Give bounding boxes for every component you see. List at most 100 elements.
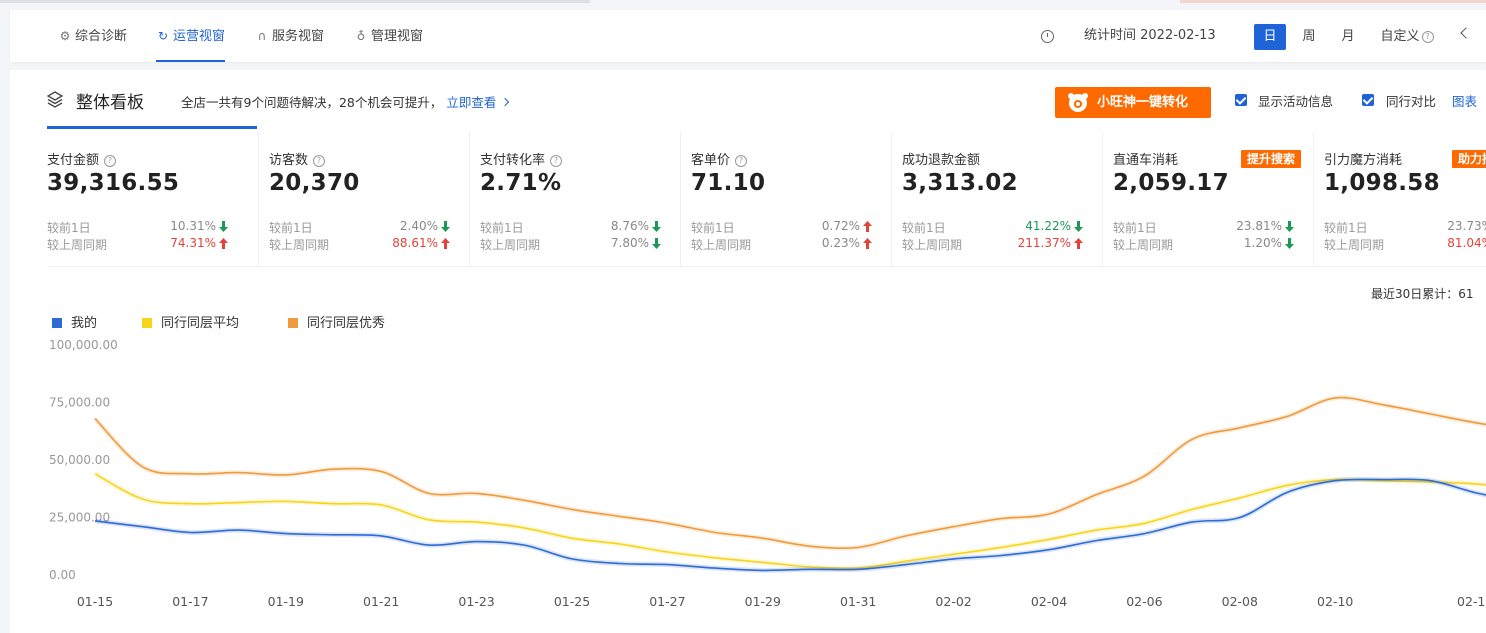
top-strip-red: [1180, 0, 1486, 3]
compare-percent: 0.23%: [821, 236, 860, 250]
compare-percent: 7.80%: [610, 236, 649, 250]
compare-last-week: 较上周同期 88.61%: [269, 236, 450, 252]
compare-last-week: 较上周同期 81.04%: [1324, 236, 1486, 252]
compare-label: 较上周同期: [691, 238, 752, 252]
y-tick-label: 75,000.00: [49, 396, 110, 410]
compare-percent: 23.81%: [1236, 219, 1282, 233]
compare-label: 较上周同期: [269, 238, 330, 252]
board-title: 整体看板: [76, 93, 144, 113]
x-tick-label: 01-15: [77, 594, 113, 609]
metric-label: 直通车消耗: [1113, 149, 1178, 168]
compare-percent: 23.73%: [1447, 219, 1486, 233]
y-tick-label: 0.00: [49, 568, 76, 582]
period-month-button[interactable]: 月: [1341, 29, 1355, 44]
tab-service-view[interactable]: ∩ 服务视窗: [255, 10, 324, 62]
compare-last-week: 较上周同期 1.20%: [1113, 236, 1294, 252]
metric-label: 支付转化率?: [480, 149, 563, 168]
compare-percent: 211.37%: [1017, 236, 1071, 250]
recent-30-days-total: 最近30日累计：61: [1371, 287, 1474, 301]
period-custom-button[interactable]: 自定义?: [1376, 24, 1438, 50]
metric-label-text: 支付金额: [47, 153, 100, 168]
x-tick-label: 01-23: [458, 594, 494, 609]
help-icon[interactable]: ?: [550, 155, 563, 167]
series-line-2[interactable]: [94, 396, 1486, 549]
peer-compare-checkbox[interactable]: [1362, 94, 1374, 106]
metric-value: 71.10: [691, 170, 766, 196]
help-icon[interactable]: ?: [104, 155, 117, 167]
compare-label: 较前1日: [691, 221, 735, 235]
tab-label: 服务视窗: [272, 29, 325, 44]
metric-card[interactable]: 访客数? 20,370 较前1日 2.40% 较上周同期 88.61%: [258, 132, 470, 266]
compare-label: 较上周同期: [47, 238, 108, 252]
y-tick-label: 50,000.00: [49, 453, 110, 467]
period-week-button[interactable]: 周: [1302, 29, 1316, 44]
metric-card[interactable]: 客单价? 71.10 较前1日 0.72% 较上周同期 0.23%: [680, 132, 892, 266]
headset-icon: ∩: [257, 29, 267, 43]
compare-prev-day: 较前1日 41.22%: [902, 219, 1083, 235]
metric-value: 3,313.02: [902, 170, 1018, 196]
x-tick-label: 01-17: [172, 594, 208, 609]
period-custom-label: 自定义: [1380, 29, 1420, 44]
compare-percent: 2.40%: [399, 219, 438, 233]
x-tick-label: 01-31: [840, 594, 876, 609]
metric-action-tag[interactable]: 提升搜索: [1241, 150, 1302, 168]
tab-label: 运营视窗: [173, 29, 226, 44]
metric-card[interactable]: 成功退款金额 3,313.02 较前1日 41.22% 较上周同期 211.37%: [891, 132, 1103, 266]
metric-label-text: 直通车消耗: [1113, 153, 1179, 168]
compare-prev-day: 较前1日 0.72%: [691, 219, 872, 235]
metric-label-text: 引力魔方消耗: [1324, 153, 1403, 168]
top-strip: [0, 0, 1486, 6]
view-now-link[interactable]: 立即查看: [446, 95, 497, 110]
compare-percent: 0.72%: [821, 219, 860, 233]
series-line-1[interactable]: [94, 473, 1486, 570]
tag-icon: ♁: [356, 29, 366, 43]
tab-comprehensive-diagnosis[interactable]: ⚙ 综合诊断: [58, 10, 127, 62]
compare-percent: 88.61%: [392, 236, 438, 250]
stat-time: 统计时间 2022-02-13: [1084, 28, 1216, 43]
arrow-up-icon: [1074, 238, 1083, 249]
series-line-0[interactable]: [94, 478, 1486, 572]
metric-card[interactable]: 引力魔方消耗 助力推 1,098.58 较前1日 23.73% 较上周同期 81.04%: [1313, 132, 1486, 266]
compare-percent: 8.76%: [610, 219, 649, 233]
metric-label-text: 客单价: [691, 153, 731, 168]
x-tick-label: 02-04: [1031, 594, 1067, 609]
metric-card[interactable]: 直通车消耗 提升搜索 2,059.17 较前1日 23.81% 较上周同期 1.20%: [1102, 132, 1314, 266]
y-tick-label: 100,000.00: [49, 338, 118, 352]
compare-label: 较上周同期: [480, 238, 541, 252]
xiaowang-convert-button[interactable]: 小旺神一键转化: [1055, 87, 1211, 118]
metric-card[interactable]: 支付转化率? 2.71% 较前1日 8.76% 较上周同期 7.80%: [469, 132, 681, 266]
help-icon[interactable]: ?: [735, 155, 748, 167]
legend-item-mine[interactable]: 我的: [52, 312, 98, 331]
help-icon[interactable]: ?: [313, 155, 326, 167]
compare-prev-day: 较前1日 10.31%: [47, 219, 228, 235]
chart-view-link[interactable]: 图表: [1452, 94, 1478, 109]
compare-label: 较前1日: [480, 221, 524, 235]
x-tick-label: 01-21: [363, 594, 399, 609]
arrow-down-icon: [219, 221, 228, 232]
compare-label: 较前1日: [47, 221, 91, 235]
gear-icon: ⚙: [59, 29, 71, 43]
compare-percent: 10.31%: [170, 219, 216, 233]
top-strip-gray: [0, 0, 590, 3]
x-tick-label: 01-29: [745, 594, 781, 609]
compare-last-week: 较上周同期 0.23%: [691, 236, 872, 252]
metric-card[interactable]: 支付金额? 39,316.55 较前1日 10.31% 较上周同期 74.31%: [47, 132, 258, 266]
show-activity-checkbox[interactable]: [1235, 94, 1247, 106]
period-day-button[interactable]: 日: [1254, 24, 1286, 50]
compare-prev-day: 较前1日 8.76%: [480, 219, 661, 235]
tab-operations-view[interactable]: ↻ 运营视窗: [156, 10, 226, 62]
legend-item-peer-best[interactable]: 同行同层优秀: [288, 312, 385, 331]
tab-management-view[interactable]: ♁ 管理视窗: [354, 10, 423, 62]
compare-label: 较前1日: [902, 221, 946, 235]
legend-label: 我的: [71, 316, 98, 331]
compare-prev-day: 较前1日 23.81%: [1113, 219, 1294, 235]
legend-item-peer-avg[interactable]: 同行同层平均: [142, 312, 239, 331]
x-tick-label: 02-06: [1126, 594, 1162, 609]
compare-percent: 1.20%: [1243, 236, 1282, 250]
metric-action-tag[interactable]: 助力推: [1452, 150, 1486, 168]
compare-label: 较前1日: [1113, 221, 1157, 235]
x-tick-label: 02-08: [1222, 594, 1258, 609]
clock-icon: [1041, 30, 1054, 43]
tab-label: 综合诊断: [75, 29, 128, 44]
